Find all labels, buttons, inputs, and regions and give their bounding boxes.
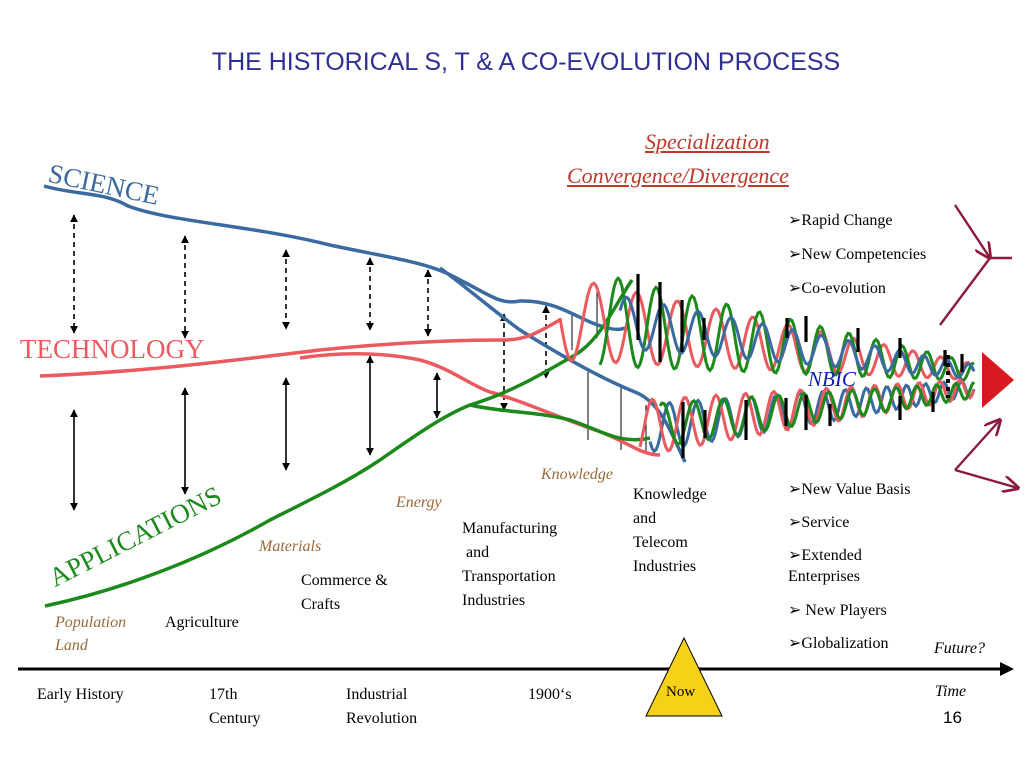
science-upper-wave xyxy=(618,295,976,380)
time-label: Time xyxy=(935,683,967,700)
applications-lower-wave xyxy=(658,381,976,447)
lower-bullet-continued: Enterprises xyxy=(788,568,860,585)
era-label-population: Population xyxy=(55,614,127,631)
nbic-label: NBIC xyxy=(808,367,856,391)
era-label-knowledge: Knowledge xyxy=(541,466,613,483)
industry-agriculture: Agriculture xyxy=(165,614,239,631)
lower-bullet: ➢New Value Basis xyxy=(788,481,911,498)
industry-knowledge: Industries xyxy=(633,558,697,575)
timeline-label: Industrial xyxy=(346,686,408,703)
specialization-label: Specialization xyxy=(645,129,770,154)
branch-arrows xyxy=(939,204,1018,488)
industry-manufacturing: Transportation xyxy=(462,568,556,585)
science-descending-curve xyxy=(438,266,687,463)
technology-upper-wave xyxy=(558,281,976,381)
lower-bullet: ➢Service xyxy=(788,514,850,531)
lower-bullet: ➢ New Players xyxy=(788,602,887,619)
timeline-label: 17th xyxy=(209,686,238,703)
industry-knowledge: Telecom xyxy=(633,534,688,551)
era-label-energy: Energy xyxy=(396,494,442,511)
timeline-arrowhead xyxy=(1000,662,1014,676)
technology-curve xyxy=(39,318,561,378)
technology-label: TECHNOLOGY xyxy=(20,334,205,364)
timeline-label: Century xyxy=(209,710,261,727)
future-label: Future? xyxy=(934,640,985,657)
oscillation-waves xyxy=(558,276,976,454)
applications-lower-curve xyxy=(469,403,651,442)
now-label: Now xyxy=(666,684,696,700)
industry-manufacturing: Industries xyxy=(462,592,526,609)
industry-manufacturing: and xyxy=(462,544,490,561)
convergence-label: Convergence/Divergence xyxy=(567,163,789,188)
slide-number: 16 xyxy=(943,708,962,727)
industry-knowledge: and xyxy=(633,510,657,527)
upper-bullet: ➢Co-evolution xyxy=(788,280,886,297)
now-marker xyxy=(645,636,723,717)
lower-bullet: ➢Extended xyxy=(788,547,862,564)
industry-commerce: Commerce & xyxy=(301,572,388,589)
industry-commerce: Crafts xyxy=(301,596,341,613)
science-curve xyxy=(43,184,626,332)
timeline-label: 1900‘s xyxy=(528,686,572,703)
lower-bullet: ➢Globalization xyxy=(788,635,889,652)
interaction-arrows-upper xyxy=(70,214,550,411)
interaction-arrows-lower xyxy=(70,355,441,511)
era-label-materials: Materials xyxy=(259,538,322,555)
technology-descending-curve xyxy=(299,352,661,457)
timeline-label: Revolution xyxy=(346,710,418,727)
industry-knowledge: Knowledge xyxy=(633,486,707,503)
nbic-arrow xyxy=(982,352,1014,408)
timeline-label: Early History xyxy=(37,686,124,703)
oscillation-bars xyxy=(636,274,964,458)
upper-bullet: ➢New Competencies xyxy=(788,246,927,263)
industry-manufacturing: Manufacturing xyxy=(462,520,558,537)
upper-bullet: ➢Rapid Change xyxy=(788,212,893,229)
era-label-land: Land xyxy=(55,637,88,654)
page-title: THE HISTORICAL S, T & A CO-EVOLUTION PRO… xyxy=(211,48,841,76)
